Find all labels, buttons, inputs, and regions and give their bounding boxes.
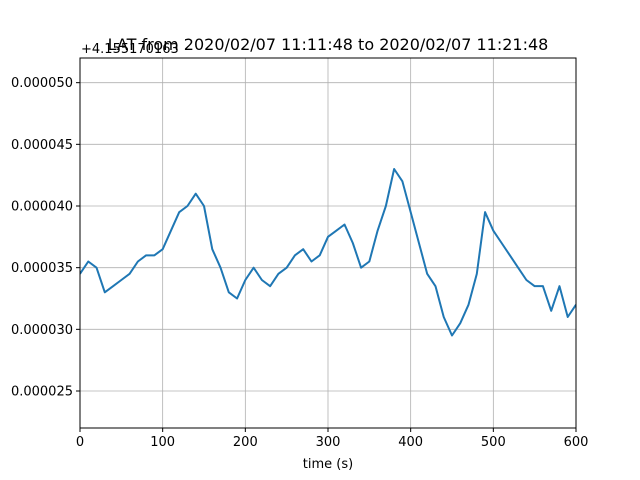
x-tick-label: 400 [398,435,423,450]
y-tick-label: 0.000050 [11,76,73,91]
y-offset-text: +4.155170163 [81,42,179,57]
x-tick-label: 300 [316,435,341,450]
grid-lines [79,58,577,428]
y-axis-ticks: 0.000025 0.000030 0.000035 0.000040 0.000045… [11,76,80,400]
y-tick-label: 0.000025 [11,385,73,400]
y-tick-label: 0.000035 [11,261,73,276]
chart-title: LAT from 2020/02/07 11:11:48 to 2020/02/… [108,35,549,54]
x-tick-label: 0 [76,435,84,450]
x-tick-label: 200 [233,435,258,450]
series-layer [80,168,576,337]
x-tick-label: 600 [564,435,589,450]
series-line-0 [80,168,576,337]
x-axis-label: time (s) [303,457,353,472]
y-tick-label: 0.000045 [11,138,73,153]
x-tick-label: 100 [150,435,175,450]
x-tick-label: 500 [481,435,506,450]
y-tick-label: 0.000040 [11,200,73,215]
x-axis-ticks: 0 100 200 300 400 500 600 [76,428,589,450]
y-tick-label: 0.000030 [11,323,73,338]
